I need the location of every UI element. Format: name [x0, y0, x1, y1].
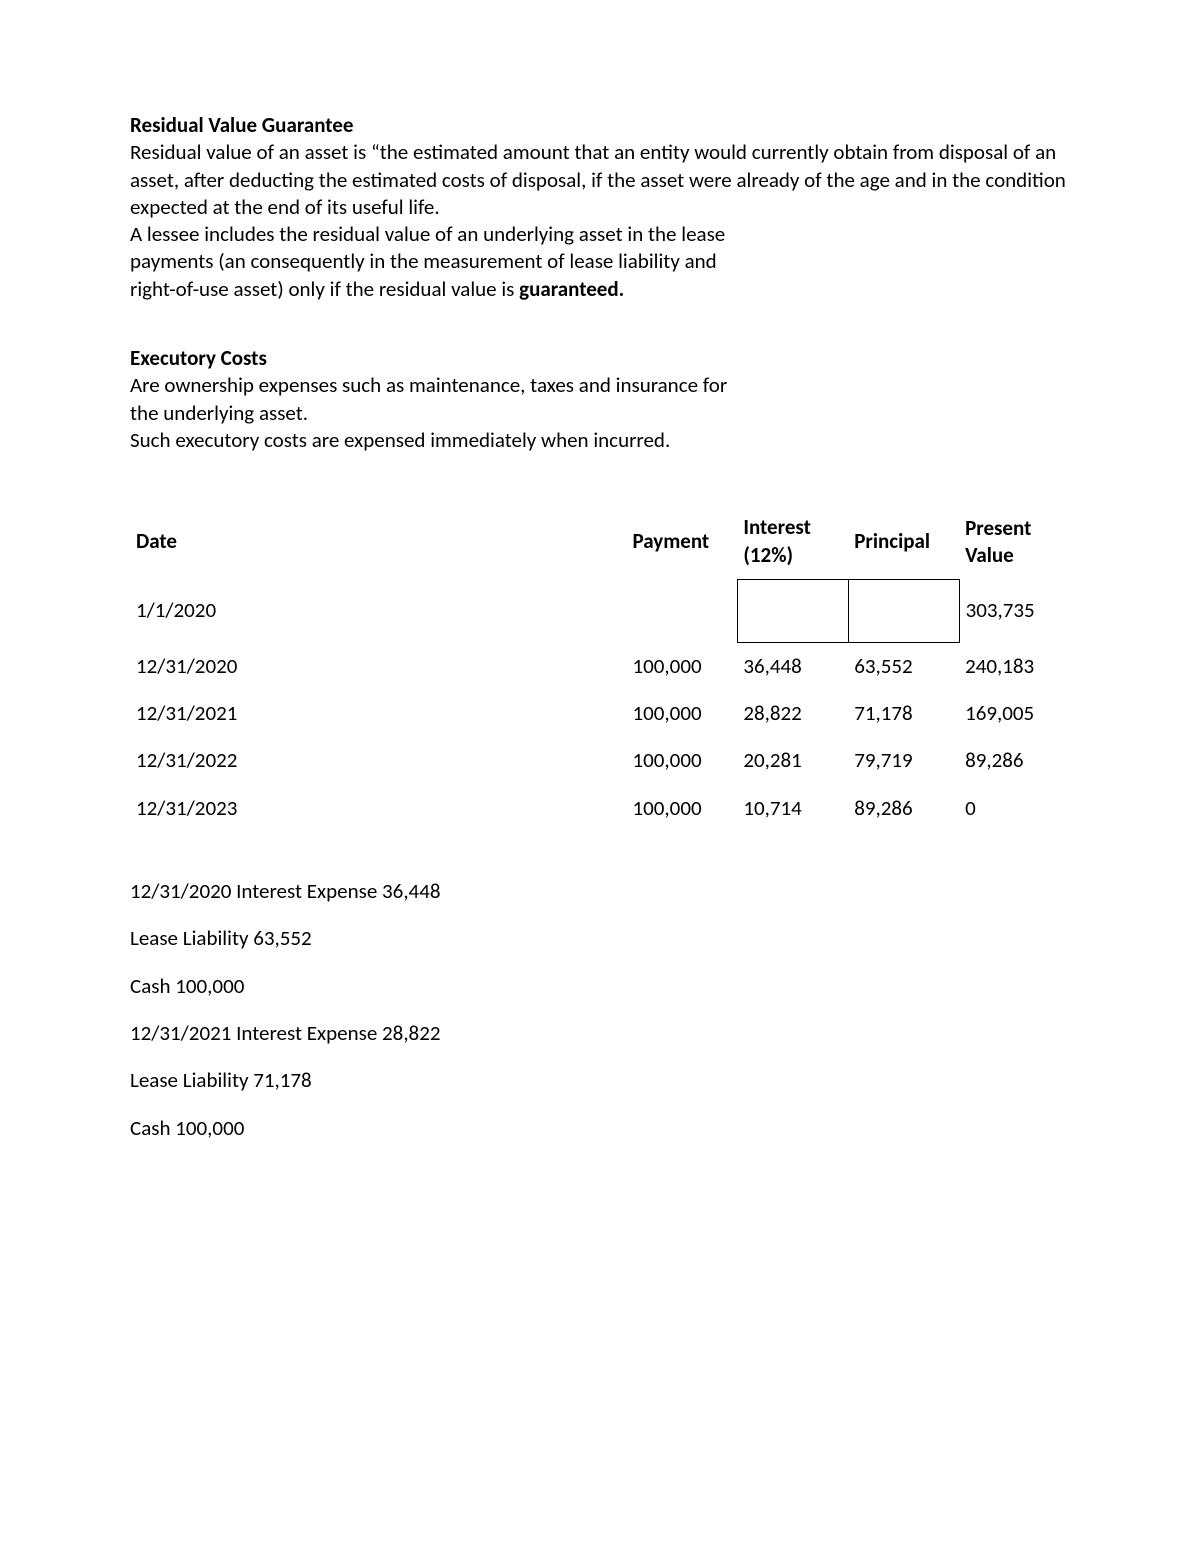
para-residual-guaranteed: guaranteed.	[519, 276, 624, 302]
cell-payment: 100,000	[627, 690, 738, 737]
section-executory-costs: Executory Costs Are ownership expenses s…	[130, 345, 1070, 454]
cell-interest: 10,714	[737, 785, 848, 832]
cell-principal: 63,552	[848, 642, 959, 690]
cell-interest: 28,822	[737, 690, 848, 737]
col-header-interest: Interest (12%)	[737, 504, 848, 579]
amortization-table: Date Payment Interest (12%) Principal Pr…	[130, 504, 1070, 832]
para-residual-line-b: payments (an consequently in the measure…	[130, 248, 1070, 275]
para-executory-b: the underlying asset.	[130, 400, 1070, 427]
cell-date: 12/31/2022	[130, 737, 627, 784]
cell-pv: 0	[959, 785, 1070, 832]
entry-line: Cash 100,000	[130, 973, 1070, 1000]
para-residual-line-c-text: right-of-use asset) only if the residual…	[130, 276, 519, 302]
entry-line: Lease Liability 63,552	[130, 925, 1070, 952]
para-residual-line-c: right-of-use asset) only if the residual…	[130, 276, 1070, 303]
table-row: 1/1/2020 303,735	[130, 579, 1070, 642]
cell-pv: 89,286	[959, 737, 1070, 784]
cell-interest: 20,281	[737, 737, 848, 784]
col-header-principal: Principal	[848, 504, 959, 579]
cell-date: 12/31/2021	[130, 690, 627, 737]
entry-line: 12/31/2020 Interest Expense 36,448	[130, 878, 1070, 905]
table-row: 12/31/2021 100,000 28,822 71,178 169,005	[130, 690, 1070, 737]
cell-pv: 169,005	[959, 690, 1070, 737]
entry-line: Lease Liability 71,178	[130, 1067, 1070, 1094]
cell-principal-boxed	[848, 579, 959, 642]
heading-residual-value: Residual Value Guarantee	[130, 112, 1070, 139]
cell-principal: 89,286	[848, 785, 959, 832]
table-row: 12/31/2022 100,000 20,281 79,719 89,286	[130, 737, 1070, 784]
heading-executory-costs: Executory Costs	[130, 345, 1070, 372]
table-row: 12/31/2023 100,000 10,714 89,286 0	[130, 785, 1070, 832]
para-residual-desc: Residual value of an asset is “the estim…	[130, 139, 1070, 221]
cell-payment	[627, 579, 738, 642]
entry-line: 12/31/2021 Interest Expense 28,822	[130, 1020, 1070, 1047]
col-header-date: Date	[130, 504, 627, 579]
col-header-payment: Payment	[627, 504, 738, 579]
cell-interest: 36,448	[737, 642, 848, 690]
cell-date: 12/31/2023	[130, 785, 627, 832]
cell-interest-boxed	[737, 579, 848, 642]
col-header-pv: Present Value	[959, 504, 1070, 579]
para-executory-a: Are ownership expenses such as maintenan…	[130, 372, 1070, 399]
para-executory-c: Such executory costs are expensed immedi…	[130, 427, 1070, 454]
cell-principal: 79,719	[848, 737, 959, 784]
document-page: Residual Value Guarantee Residual value …	[0, 0, 1200, 1553]
cell-payment: 100,000	[627, 737, 738, 784]
table-row: 12/31/2020 100,000 36,448 63,552 240,183	[130, 642, 1070, 690]
cell-principal: 71,178	[848, 690, 959, 737]
cell-date: 12/31/2020	[130, 642, 627, 690]
table-header-row: Date Payment Interest (12%) Principal Pr…	[130, 504, 1070, 579]
cell-payment: 100,000	[627, 642, 738, 690]
journal-entries: 12/31/2020 Interest Expense 36,448 Lease…	[130, 878, 1070, 1142]
section-residual-value: Residual Value Guarantee Residual value …	[130, 112, 1070, 303]
para-residual-line-a: A lessee includes the residual value of …	[130, 221, 1070, 248]
cell-payment: 100,000	[627, 785, 738, 832]
cell-date: 1/1/2020	[130, 579, 627, 642]
entry-line: Cash 100,000	[130, 1115, 1070, 1142]
cell-pv: 303,735	[959, 579, 1070, 642]
cell-pv: 240,183	[959, 642, 1070, 690]
